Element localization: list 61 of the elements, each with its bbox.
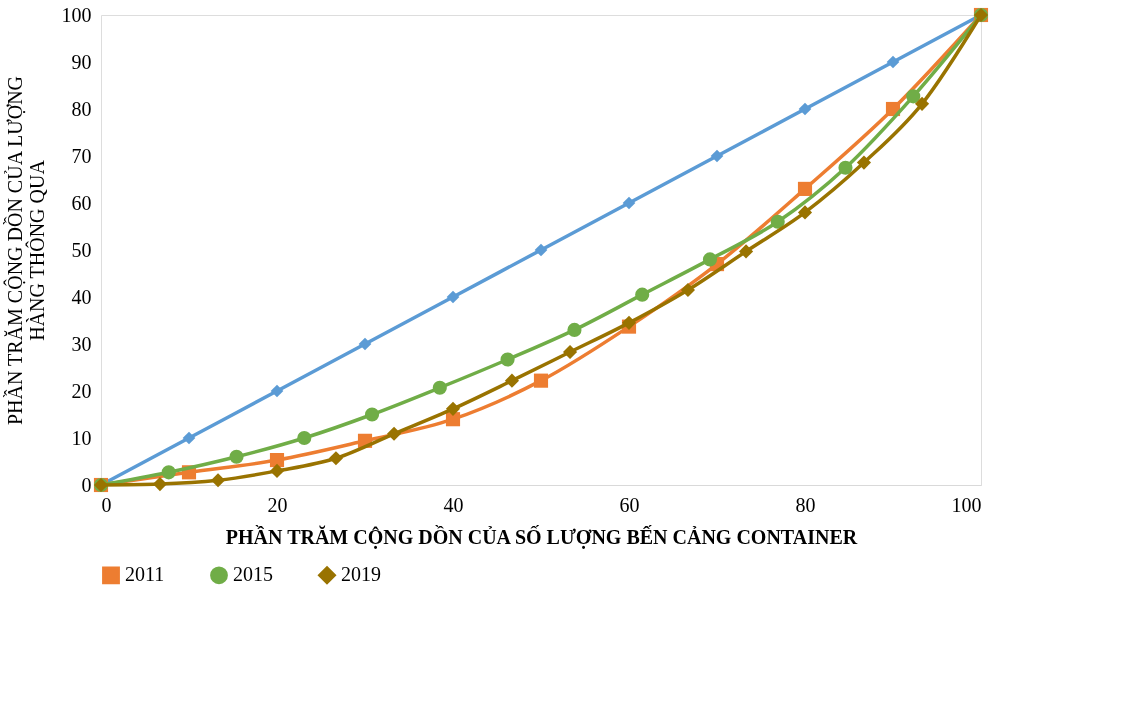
x-tick-label: 80	[795, 493, 816, 516]
y-tick-label: 70	[71, 144, 92, 167]
point	[297, 430, 312, 446]
y-tick-label: 80	[71, 97, 92, 120]
point	[914, 96, 930, 111]
point	[210, 473, 226, 488]
x-tick-label: 0	[101, 493, 112, 516]
legend-label: 2015	[233, 563, 273, 586]
point	[635, 287, 650, 302]
point	[797, 205, 813, 220]
point	[504, 373, 520, 388]
point	[445, 412, 461, 427]
y-tick-label: 30	[71, 332, 92, 355]
point	[152, 476, 168, 492]
point	[856, 155, 872, 170]
point	[386, 426, 402, 441]
y-tick-label: 10	[71, 426, 92, 449]
point	[621, 315, 637, 330]
legend-label: 2011	[125, 563, 165, 586]
point	[622, 196, 636, 210]
point	[702, 252, 718, 267]
point	[269, 463, 285, 478]
point	[182, 431, 196, 445]
point	[229, 449, 244, 464]
point	[738, 244, 754, 259]
point	[567, 322, 582, 337]
x-axis-title: PHẦN TRĂM CỘNG DỒN CỦA SỐ LƯỢNG BẾN CẢNG CONTAINER	[225, 524, 858, 549]
point	[533, 373, 549, 388]
point	[906, 89, 921, 104]
point	[710, 149, 724, 163]
point	[270, 384, 284, 398]
point	[562, 344, 578, 360]
point	[364, 407, 380, 422]
x-tick-label: 40	[443, 493, 464, 516]
y-tick-label: 50	[71, 238, 92, 261]
point	[886, 55, 900, 69]
y-tick-label: 0	[81, 473, 92, 496]
point	[534, 243, 548, 257]
x-tick-label: 20	[267, 493, 288, 516]
y-axis-title: PHẦN TRĂM CỘNG DỒN CỦA LƯỢNG HÀNG THÔNG QUA	[2, 75, 48, 426]
point	[445, 401, 461, 416]
point	[269, 453, 285, 468]
point	[446, 290, 460, 304]
point	[798, 102, 812, 116]
y-tick-label: 20	[71, 379, 92, 402]
y-tick-label: 100	[61, 3, 92, 26]
point	[838, 160, 853, 175]
y-tick-label: 90	[71, 50, 92, 73]
point	[770, 214, 785, 229]
point	[328, 451, 344, 466]
point	[500, 352, 515, 367]
legend-label: 2019	[341, 563, 381, 586]
y-tick-label: 60	[71, 191, 92, 214]
x-tick-label: 60	[619, 493, 640, 516]
point	[358, 337, 372, 351]
y-tick-label: 40	[71, 285, 92, 308]
point	[432, 380, 447, 395]
point	[680, 282, 696, 298]
x-tick-label: 100	[951, 493, 982, 516]
point	[161, 465, 176, 480]
point	[797, 181, 813, 196]
